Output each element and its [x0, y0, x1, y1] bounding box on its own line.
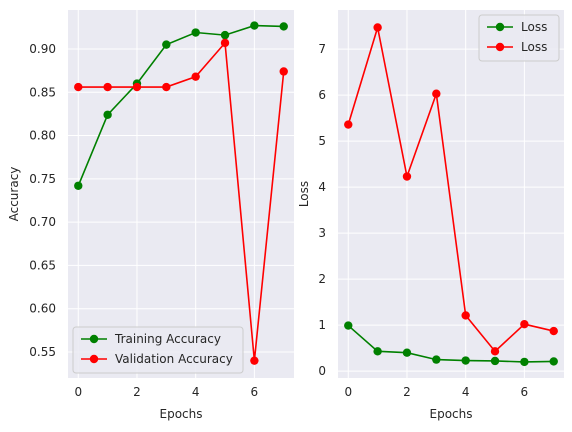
legend: Loss Loss — [479, 15, 559, 61]
x-tick-label: 6 — [521, 385, 529, 399]
data-point — [74, 182, 82, 190]
y-tick-label: 6 — [318, 88, 326, 102]
legend-marker — [496, 43, 504, 51]
legend: Training Accuracy Validation Accuracy — [73, 327, 243, 373]
data-point — [491, 347, 499, 355]
legend-entry: Loss — [521, 40, 547, 54]
loss-plot: 0 2 4 6 0 1 2 3 4 5 6 7 Epochs Loss Loss Loss — [297, 10, 564, 421]
data-point — [162, 40, 170, 48]
legend-entry: Training Accuracy — [114, 332, 221, 346]
x-tick-label: 6 — [251, 385, 259, 399]
data-point — [250, 21, 258, 29]
data-point — [403, 172, 411, 180]
data-point — [191, 72, 199, 80]
data-point — [461, 311, 469, 319]
x-tick-label: 0 — [74, 385, 82, 399]
data-point — [162, 83, 170, 91]
data-point — [344, 120, 352, 128]
y-tick-label: 0.85 — [29, 85, 56, 99]
x-axis-label: Epochs — [430, 407, 473, 421]
y-tick-label: 0.55 — [29, 345, 56, 359]
data-point — [344, 321, 352, 329]
y-tick-label: 0.80 — [29, 129, 56, 143]
data-point — [191, 28, 199, 36]
y-tick-label: 7 — [318, 42, 326, 56]
accuracy-plot: 0 2 4 6 0.55 0.60 0.65 0.70 0.75 0.80 0.85 0.90 Epoc… — [7, 10, 294, 421]
plot-background — [338, 10, 564, 378]
data-point — [373, 23, 381, 31]
legend-entry: Loss — [521, 20, 547, 34]
data-point — [432, 90, 440, 98]
data-point — [103, 83, 111, 91]
legend-entry: Validation Accuracy — [115, 352, 233, 366]
data-point — [103, 111, 111, 119]
data-point — [550, 327, 558, 335]
y-axis-label: Accuracy — [7, 167, 21, 222]
data-point — [520, 358, 528, 366]
data-point — [280, 22, 288, 30]
data-point — [432, 355, 440, 363]
y-tick-label: 4 — [318, 180, 326, 194]
y-tick-label: 3 — [318, 226, 326, 240]
legend-marker — [496, 23, 504, 31]
x-tick-label: 2 — [403, 385, 411, 399]
x-tick-label: 2 — [133, 385, 141, 399]
data-point — [491, 357, 499, 365]
x-axis-label: Epochs — [160, 407, 203, 421]
data-point — [133, 83, 141, 91]
x-tick-label: 0 — [344, 385, 352, 399]
y-axis-label: Loss — [297, 181, 311, 207]
legend-marker — [90, 335, 98, 343]
data-point — [74, 83, 82, 91]
data-point — [280, 67, 288, 75]
data-point — [403, 349, 411, 357]
x-tick-label: 4 — [192, 385, 200, 399]
data-point — [550, 357, 558, 365]
data-point — [221, 39, 229, 47]
data-point — [250, 356, 258, 364]
x-tick-label: 4 — [462, 385, 470, 399]
y-tick-label: 0.60 — [29, 302, 56, 316]
y-tick-label: 0.90 — [29, 42, 56, 56]
y-tick-label: 1 — [318, 318, 326, 332]
y-tick-label: 0 — [318, 364, 326, 378]
y-tick-label: 5 — [318, 134, 326, 148]
data-point — [520, 320, 528, 328]
data-point — [461, 356, 469, 364]
y-tick-label: 0.70 — [29, 215, 56, 229]
legend-marker — [90, 355, 98, 363]
y-tick-label: 2 — [318, 272, 326, 286]
data-point — [221, 31, 229, 39]
y-tick-label: 0.75 — [29, 172, 56, 186]
y-tick-label: 0.65 — [29, 258, 56, 272]
plot-background — [68, 10, 294, 378]
data-point — [373, 347, 381, 355]
